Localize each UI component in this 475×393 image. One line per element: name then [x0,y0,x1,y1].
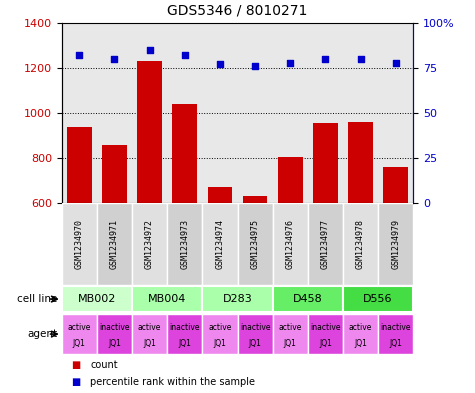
Text: JQ1: JQ1 [354,339,367,348]
Bar [172,104,197,203]
Point [146,47,153,53]
Text: cell line: cell line [17,294,57,304]
Bar [132,23,167,203]
Bar [238,203,273,285]
Text: MB004: MB004 [148,294,186,304]
Text: GSM1234975: GSM1234975 [251,219,259,269]
Text: GDS5346 / 8010271: GDS5346 / 8010271 [167,3,308,17]
Bar [167,203,202,285]
Bar [62,203,97,285]
Bar [343,314,378,354]
Bar [273,286,343,312]
Text: inactive: inactive [99,323,130,332]
Text: JQ1: JQ1 [248,339,262,348]
Text: active: active [67,323,91,332]
Text: JQ1: JQ1 [143,339,156,348]
Bar [238,23,273,203]
Text: inactive: inactive [310,323,341,332]
Text: GSM1234971: GSM1234971 [110,219,119,269]
Text: GSM1234979: GSM1234979 [391,219,400,269]
Text: GSM1234970: GSM1234970 [75,219,84,269]
Bar [132,203,167,285]
Text: active: active [349,323,372,332]
Text: GSM1234976: GSM1234976 [286,219,294,269]
Bar [97,23,132,203]
Bar [62,23,97,203]
Bar [62,314,97,354]
Bar [378,23,413,203]
Point [251,63,259,70]
Text: JQ1: JQ1 [178,339,191,348]
Point [322,56,329,62]
Bar [343,23,378,203]
Text: ■: ■ [71,360,80,369]
Point [76,52,83,59]
Bar [67,127,92,203]
Bar [343,286,413,312]
Text: JQ1: JQ1 [284,339,297,348]
Bar [62,286,132,312]
Text: percentile rank within the sample: percentile rank within the sample [90,376,255,387]
Text: D283: D283 [223,294,252,304]
Text: JQ1: JQ1 [213,339,227,348]
Text: GSM1234977: GSM1234977 [321,219,330,269]
Bar [97,203,132,285]
Text: agent: agent [27,329,57,339]
Bar [102,145,127,203]
Point [286,59,294,66]
Bar [97,314,132,354]
Text: JQ1: JQ1 [108,339,121,348]
Point [111,56,118,62]
Bar [202,314,238,354]
Text: MB002: MB002 [78,294,116,304]
Bar [202,23,238,203]
Text: count: count [90,360,118,369]
Point [392,59,399,66]
Text: JQ1: JQ1 [73,339,86,348]
Bar [243,196,267,203]
Bar [167,23,202,203]
Bar [378,314,413,354]
Point [181,52,189,59]
Point [357,56,364,62]
Bar [308,23,343,203]
Bar [273,23,308,203]
Text: GSM1234973: GSM1234973 [180,219,189,269]
Bar [308,203,343,285]
Text: JQ1: JQ1 [389,339,402,348]
Bar [378,203,413,285]
Text: D556: D556 [363,294,393,304]
Bar [313,123,338,203]
Bar [308,314,343,354]
Text: inactive: inactive [170,323,200,332]
Bar [202,286,273,312]
Text: inactive: inactive [380,323,411,332]
Text: active: active [278,323,302,332]
Bar [383,167,408,203]
Bar [278,157,303,203]
Point [216,61,224,68]
Text: GSM1234974: GSM1234974 [216,219,224,269]
Text: ■: ■ [71,376,80,387]
Bar [348,122,373,203]
Bar [132,286,202,312]
Text: GSM1234972: GSM1234972 [145,219,154,269]
Bar [273,203,308,285]
Text: inactive: inactive [240,323,270,332]
Text: active: active [208,323,232,332]
Bar [202,203,238,285]
Bar [208,187,232,203]
Text: JQ1: JQ1 [319,339,332,348]
Text: GSM1234978: GSM1234978 [356,219,365,269]
Bar [137,61,162,203]
Text: D458: D458 [293,294,323,304]
Bar [238,314,273,354]
Bar [273,314,308,354]
Bar [167,314,202,354]
Bar [132,314,167,354]
Bar [343,203,378,285]
Text: active: active [138,323,162,332]
